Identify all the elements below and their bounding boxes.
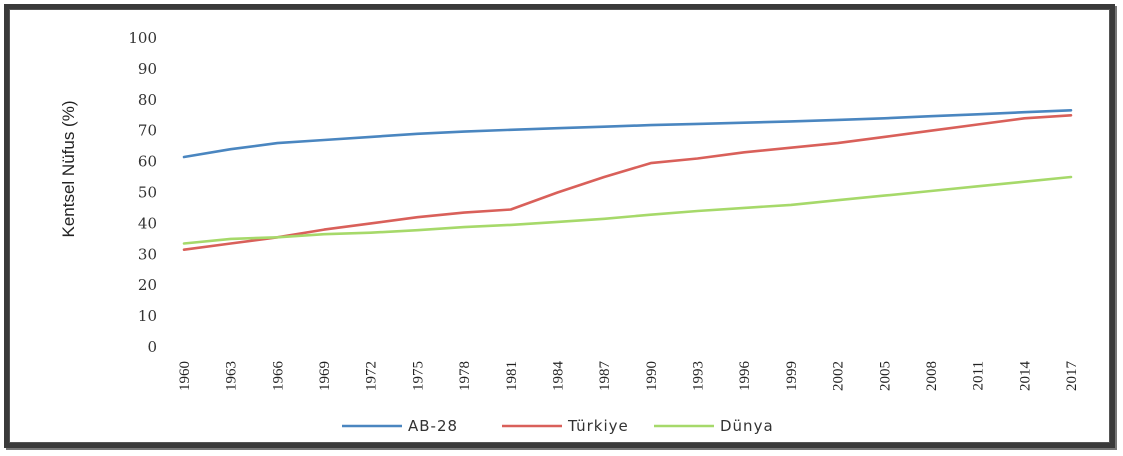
chart-frame: 0 10 20 30 40 50 60 70 80 90 100 1960 1963 1966 1969 1… (4, 4, 1115, 448)
x-tick-label: 1963 (224, 361, 240, 391)
y-tick-label: 90 (138, 60, 157, 78)
series-line-1 (182, 114, 1073, 251)
legend-label: AB-28 (408, 417, 458, 435)
x-tick-label: 1972 (364, 361, 380, 391)
x-axis-ticks: 1960 1963 1966 1969 1972 1975 1978 1981 1984 1987… (177, 361, 1080, 392)
x-tick-label: 2011 (971, 361, 987, 390)
series-lines (182, 109, 1073, 251)
series-line-0 (182, 109, 1073, 159)
x-tick-label: 1996 (737, 361, 753, 392)
y-tick-label: 60 (138, 153, 157, 171)
x-tick-label: 1987 (597, 361, 613, 392)
x-tick-label: 1966 (270, 361, 286, 392)
x-tick-label: 1975 (410, 361, 426, 391)
y-tick-label: 20 (138, 276, 157, 294)
x-tick-label: 2014 (1017, 361, 1033, 392)
legend-label: Dünya (720, 417, 774, 435)
y-tick-label: 10 (138, 307, 157, 325)
x-tick-label: 1999 (784, 361, 800, 391)
x-tick-label: 1990 (644, 361, 660, 391)
y-tick-label: 100 (128, 29, 157, 47)
x-tick-label: 2005 (877, 361, 893, 391)
legend-label: Türkiye (567, 417, 629, 435)
y-tick-label: 50 (138, 184, 157, 202)
y-tick-label: 80 (138, 91, 157, 109)
x-tick-label: 2002 (831, 361, 847, 391)
x-tick-label: 2017 (1064, 361, 1080, 392)
y-axis-label: Kentsel Nüfus (%) (59, 101, 78, 238)
y-axis-ticks: 0 10 20 30 40 50 60 70 80 90 100 (128, 29, 157, 356)
legend: AB-28 Türkiye Dünya (342, 417, 774, 435)
x-tick-label: 1984 (550, 361, 566, 392)
x-tick-label: 1969 (317, 361, 333, 391)
x-tick-label: 1978 (457, 361, 473, 391)
x-tick-label: 1981 (504, 361, 520, 391)
y-tick-label: 70 (138, 122, 157, 140)
x-tick-label: 1993 (691, 361, 707, 391)
y-tick-label: 40 (138, 214, 157, 232)
series-line-2 (182, 175, 1073, 245)
x-tick-label: 2008 (924, 361, 940, 391)
y-tick-label: 0 (147, 338, 157, 356)
x-tick-label: 1960 (177, 361, 193, 391)
y-tick-label: 30 (138, 245, 157, 263)
